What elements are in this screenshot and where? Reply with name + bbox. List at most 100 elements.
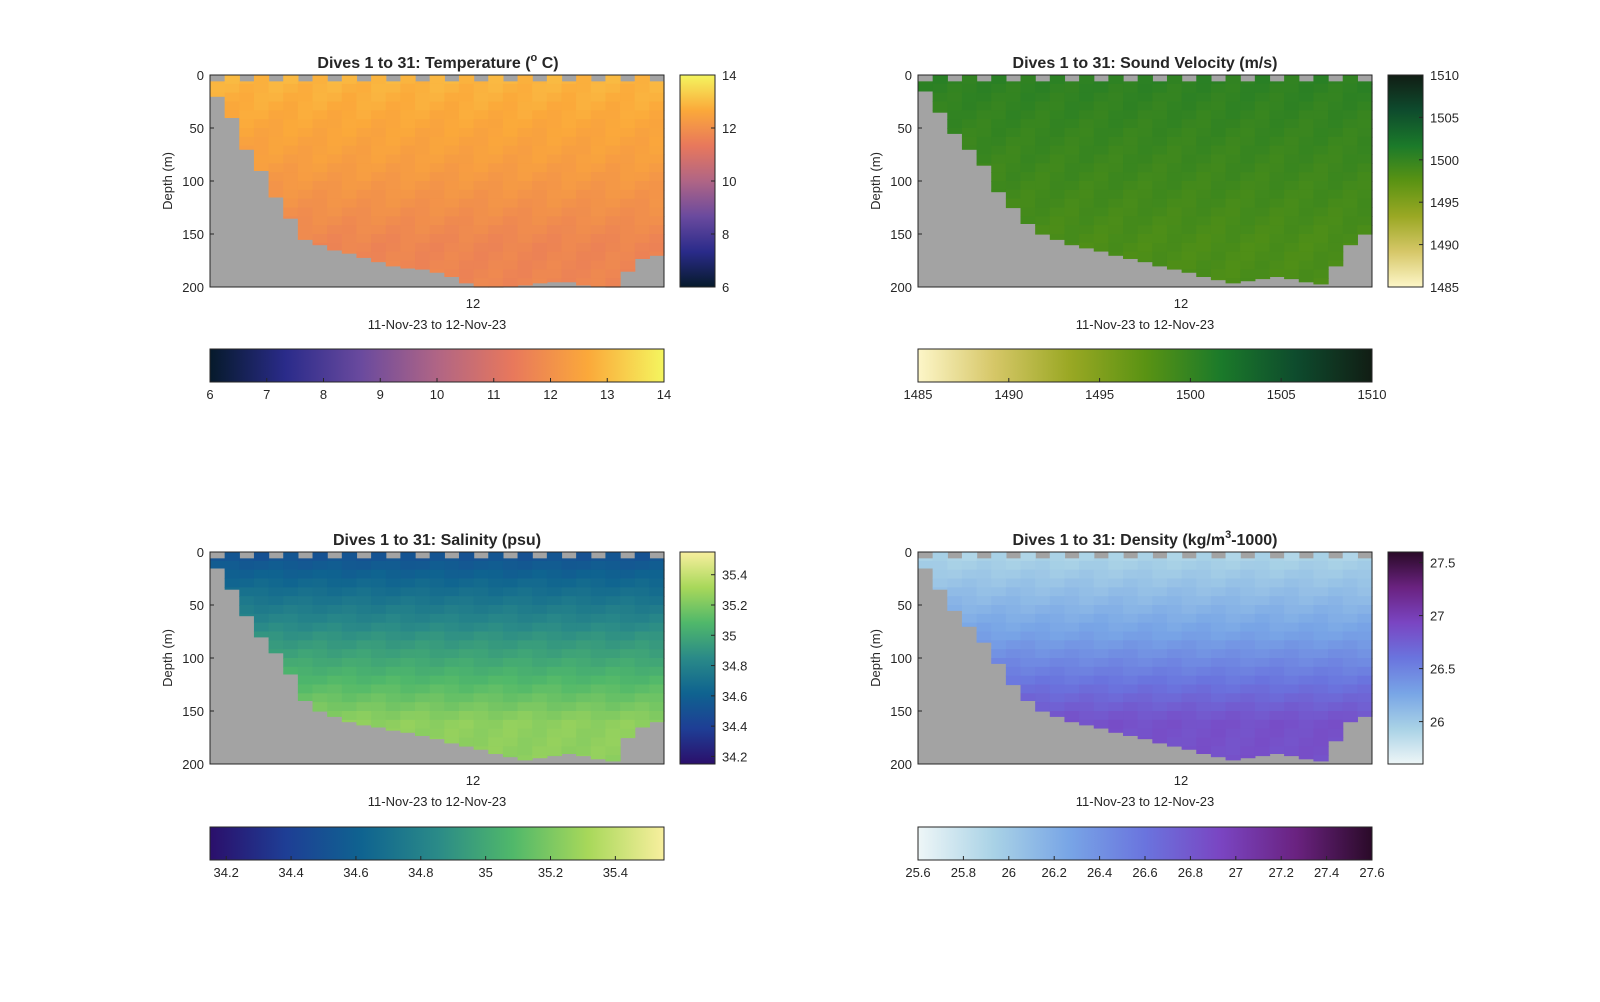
heatmap-cell — [1240, 702, 1256, 712]
heatmap-cell — [517, 693, 533, 703]
heatmap-cell — [546, 260, 563, 270]
heatmap-cell — [1357, 172, 1373, 182]
heatmap-cell — [297, 189, 314, 200]
heatmap-cell — [473, 260, 489, 270]
heatmap-cell — [590, 605, 607, 615]
heatmap-cell — [1298, 746, 1315, 756]
heatmap-cell — [1342, 666, 1358, 677]
heatmap-cell — [620, 711, 636, 721]
heatmap-cell — [1196, 269, 1212, 277]
heatmap-cell — [1181, 684, 1197, 694]
heatmap-cell — [312, 189, 328, 200]
heatmap-cell — [1210, 658, 1227, 668]
heatmap-cell — [400, 596, 416, 606]
heatmap-cell — [444, 119, 460, 129]
heatmap-cell — [239, 587, 255, 597]
heatmap-cell — [1166, 75, 1183, 85]
heatmap-cell — [297, 693, 314, 701]
heatmap-cell — [1181, 83, 1197, 94]
heatmap-cell — [429, 172, 445, 182]
heatmap-cell — [1357, 587, 1373, 597]
heatmap-cell — [1328, 110, 1344, 120]
heatmap-cell — [634, 587, 650, 597]
horizontal-colorbar — [209, 826, 665, 861]
heatmap-cell — [253, 578, 270, 588]
heatmap-cell — [341, 119, 358, 129]
vertical-colorbar — [679, 74, 716, 288]
heatmap-cell — [532, 251, 548, 262]
heatmap-cell — [429, 569, 445, 580]
heatmap-cell — [429, 649, 445, 659]
heatmap-cell — [371, 75, 387, 85]
heatmap-cell — [1284, 251, 1300, 262]
heatmap-cell — [590, 260, 607, 270]
heatmap-cell — [1313, 269, 1329, 279]
heatmap-cell — [1035, 163, 1051, 173]
heatmap-cell — [502, 613, 519, 624]
heatmap-cell — [605, 578, 621, 588]
heatmap-cell — [444, 242, 460, 253]
heatmap-cell — [634, 119, 650, 129]
heatmap-cell — [546, 755, 563, 757]
heatmap-cell — [1020, 136, 1036, 147]
heatmap-cell — [1254, 605, 1271, 615]
heatmap-cell — [1254, 207, 1271, 217]
heatmap-cell — [1342, 181, 1358, 191]
heatmap-cell — [1313, 234, 1329, 244]
heatmap-cell — [532, 128, 548, 138]
heatmap-cell — [1298, 578, 1315, 588]
heatmap-cell — [1342, 216, 1358, 226]
heatmap-cell — [561, 101, 577, 111]
heatmap-cell — [1240, 596, 1256, 606]
heatmap-cell — [283, 569, 299, 580]
heatmap-cell — [385, 110, 401, 120]
heatmap-cell — [1035, 172, 1051, 182]
heatmap-cell — [1342, 649, 1358, 659]
heatmap-cell — [312, 684, 328, 694]
heatmap-cell — [400, 92, 416, 103]
heatmap-cell — [283, 110, 299, 120]
heatmap-cell — [1240, 605, 1256, 615]
heatmap-cell — [1240, 684, 1256, 694]
heatmap-cell — [400, 560, 416, 571]
heatmap-cell — [532, 278, 548, 284]
heatmap-cell — [1020, 560, 1036, 571]
heatmap-cell — [932, 569, 948, 580]
heatmap-cell — [546, 198, 563, 209]
heatmap-cell — [371, 684, 387, 694]
heatmap-cell — [283, 198, 299, 209]
heatmap-cell — [1093, 569, 1109, 580]
heatmap-cell — [517, 234, 533, 244]
heatmap-cell — [356, 631, 372, 641]
heatmap-cell — [576, 569, 592, 580]
heatmap-cell — [1225, 128, 1241, 138]
heatmap-cell — [947, 587, 963, 597]
heatmap-cell — [312, 154, 328, 164]
colorbar-tick-label: 34.2 — [214, 865, 239, 880]
heatmap-cell — [502, 251, 519, 262]
heatmap-cell — [1064, 658, 1080, 668]
panel-salinity: Dives 1 to 31: Salinity (psu) 0501001502… — [160, 532, 747, 880]
heatmap-cell — [620, 658, 636, 668]
heatmap-cell — [1137, 587, 1153, 597]
heatmap-cell — [546, 666, 563, 677]
heatmap-cell — [1005, 181, 1022, 191]
heatmap-cell — [1049, 693, 1066, 703]
heatmap-cell — [1152, 128, 1168, 138]
heatmap-cell — [1254, 189, 1271, 200]
heatmap-cell — [1079, 666, 1095, 677]
heatmap-cell — [1108, 569, 1124, 580]
heatmap-cell — [546, 640, 563, 650]
heatmap-cell — [590, 675, 607, 686]
heatmap-cell — [1210, 154, 1227, 164]
heatmap-cell — [400, 189, 416, 200]
colorbar-tick-label: 13 — [600, 387, 614, 402]
heatmap-cell — [297, 92, 314, 103]
heatmap-cell — [517, 163, 533, 173]
heatmap-cell — [473, 728, 489, 739]
heatmap-cell — [1049, 605, 1066, 615]
colorbar-tick-label: 1505 — [1267, 387, 1296, 402]
heatmap-cell — [576, 746, 592, 756]
heatmap-cell — [312, 110, 328, 120]
heatmap-cell — [458, 587, 475, 597]
